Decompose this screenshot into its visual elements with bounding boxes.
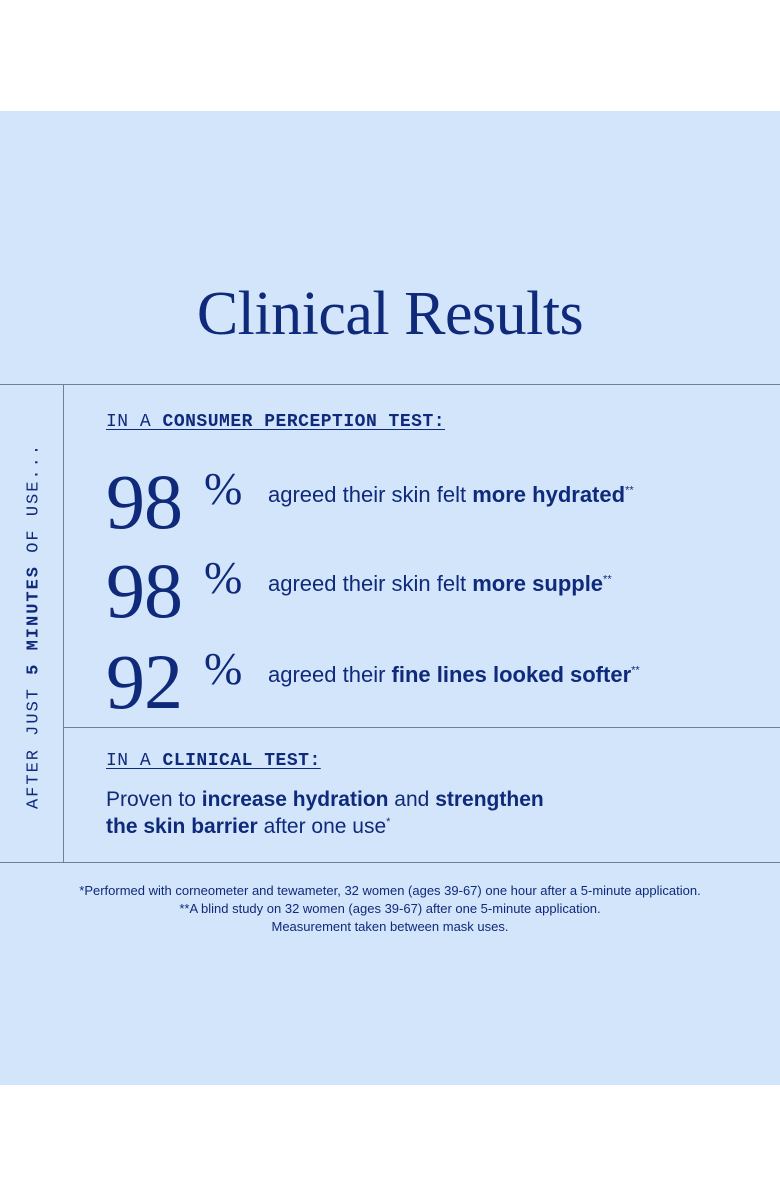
section-divider — [63, 727, 780, 728]
stat-text: agreed their skin felt more hydrated** — [268, 482, 634, 507]
clinical-test-heading: IN A CLINICAL TEST: — [106, 751, 321, 771]
consumer-test-heading: IN A CONSUMER PERCEPTION TEST: — [106, 412, 446, 432]
side-column-divider — [63, 385, 64, 863]
stat-percent: % — [204, 552, 243, 603]
footnotes: *Performed with corneometer and tewamete… — [0, 882, 780, 936]
stat-text: agreed their skin felt more supple** — [268, 571, 612, 596]
footnote: *Performed with corneometer and tewamete… — [79, 883, 701, 898]
top-divider — [0, 384, 780, 385]
stat-row: 98 % agreed their skin felt more supple*… — [106, 551, 756, 631]
footnote: **A blind study on 32 women (ages 39-67)… — [179, 901, 601, 916]
stat-number: 92 — [106, 638, 183, 725]
footnote: Measurement taken between mask uses. — [271, 919, 509, 934]
stat-percent: % — [204, 643, 243, 694]
stat-number: 98 — [106, 547, 183, 634]
clinical-result-text: Proven to increase hydration and strengt… — [106, 788, 544, 838]
stat-percent: % — [204, 463, 243, 514]
stat-row: 92 % agreed their fine lines looked soft… — [106, 642, 756, 722]
stat-number: 98 — [106, 458, 183, 545]
bottom-divider — [0, 862, 780, 863]
clinical-results-panel — [0, 111, 780, 1085]
stat-row: 98 % agreed their skin felt more hydrate… — [106, 462, 756, 542]
page-title: Clinical Results — [196, 280, 584, 348]
stat-text: agreed their fine lines looked softer** — [268, 662, 640, 687]
side-label: AFTER JUST 5 MINUTES OF USE... — [24, 442, 44, 810]
